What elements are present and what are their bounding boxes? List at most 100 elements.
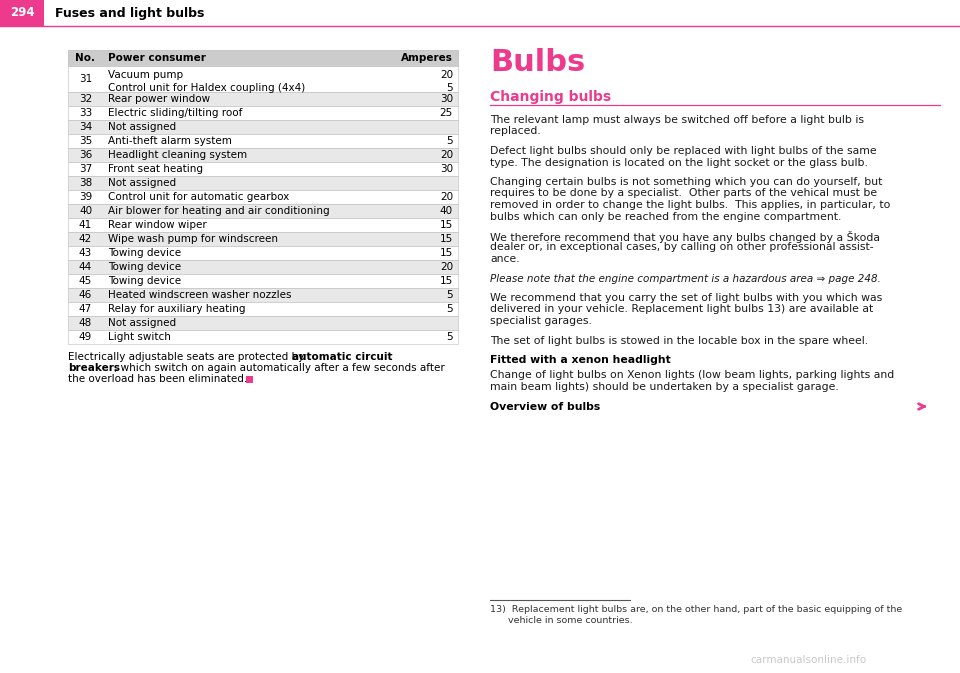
Text: 48: 48 [79,318,92,328]
Bar [68,204,458,218]
Bar [68,260,458,274]
Text: 5: 5 [446,304,453,314]
Bar [68,330,458,344]
Text: Light switch: Light switch [108,332,171,342]
Text: Rear power window: Rear power window [108,94,210,104]
Text: 34: 34 [79,122,92,132]
Text: Wipe wash pump for windscreen: Wipe wash pump for windscreen [108,234,278,244]
Bar [68,246,458,260]
Text: Overview of bulbs: Overview of bulbs [490,402,600,411]
Text: 45: 45 [79,276,92,286]
Text: 46: 46 [79,290,92,300]
Text: Electrically adjustable seats are protected by: Electrically adjustable seats are protec… [68,352,307,362]
Text: 13)  Replacement light bulbs are, on the other hand, part of the basic equipping: 13) Replacement light bulbs are, on the … [490,605,902,614]
Text: 30: 30 [440,94,453,104]
Text: carmanualsonline.info: carmanualsonline.info [750,655,866,665]
Text: 5: 5 [446,332,453,342]
Text: Changing bulbs: Changing bulbs [490,90,612,104]
Bar [68,232,458,246]
Text: breakers: breakers [68,363,120,373]
Text: Front seat heating: Front seat heating [108,164,203,174]
Text: 5: 5 [446,136,453,146]
Bar [68,92,458,106]
Text: 49: 49 [79,332,92,342]
Text: 294: 294 [10,7,35,20]
Bar [68,218,458,232]
Bar [68,162,458,176]
Text: Electric sliding/tilting roof: Electric sliding/tilting roof [108,108,242,118]
Text: Heated windscreen washer nozzles: Heated windscreen washer nozzles [108,290,292,300]
Bar [68,148,458,162]
Text: Towing device: Towing device [108,248,181,258]
Text: Power consumer: Power consumer [108,53,205,63]
Text: Relay for auxiliary heating: Relay for auxiliary heating [108,304,246,314]
Text: Towing device: Towing device [108,276,181,286]
Text: 47: 47 [79,304,92,314]
Text: 20: 20 [440,150,453,160]
Text: automatic circuit: automatic circuit [292,352,393,362]
Bar [68,190,458,204]
Bar [68,274,458,288]
Text: Control unit for automatic gearbox: Control unit for automatic gearbox [108,192,289,202]
Text: the overload has been eliminated.: the overload has been eliminated. [68,374,251,384]
Text: Vacuum pump: Vacuum pump [108,70,183,80]
Text: 20: 20 [440,192,453,202]
Text: We recommend that you carry the set of light bulbs with you which was: We recommend that you carry the set of l… [490,293,882,303]
Bar [68,120,458,134]
Text: We therefore recommend that you have any bulbs changed by a Škoda: We therefore recommend that you have any… [490,231,880,243]
Text: The set of light bulbs is stowed in the locable box in the spare wheel.: The set of light bulbs is stowed in the … [490,336,868,345]
Text: 30: 30 [440,164,453,174]
Bar [68,66,458,92]
Bar [68,50,458,66]
Text: 32: 32 [79,94,92,104]
Text: ance.: ance. [490,254,519,264]
Text: 37: 37 [79,164,92,174]
Text: requires to be done by a specialist.  Other parts of the vehical must be: requires to be done by a specialist. Oth… [490,188,877,199]
Text: Please note that the engine compartment is a hazardous area ⇒ page 248.: Please note that the engine compartment … [490,273,881,283]
Text: 31: 31 [79,74,92,84]
Text: bulbs which can only be reached from the engine compartment.: bulbs which can only be reached from the… [490,211,841,221]
Bar [68,106,458,120]
Text: 41: 41 [79,220,92,230]
Bar [68,288,458,302]
Text: Fuses and light bulbs: Fuses and light bulbs [55,7,204,20]
Text: Change of light bulbs on Xenon lights (low beam lights, parking lights and: Change of light bulbs on Xenon lights (l… [490,371,895,380]
Bar [68,302,458,316]
Text: Defect light bulbs should only be replaced with light bulbs of the same: Defect light bulbs should only be replac… [490,146,876,156]
Text: 5: 5 [446,290,453,300]
Text: 20: 20 [440,262,453,272]
Text: 5: 5 [446,83,453,93]
Text: Air blower for heating and air conditioning: Air blower for heating and air condition… [108,206,329,216]
Text: Not assigned: Not assigned [108,178,176,188]
Text: Anti-theft alarm system: Anti-theft alarm system [108,136,232,146]
Text: 40: 40 [79,206,92,216]
Text: 43: 43 [79,248,92,258]
Text: type. The designation is located on the light socket or the glass bulb.: type. The designation is located on the … [490,157,868,168]
Text: Control unit for Haldex coupling (4x4): Control unit for Haldex coupling (4x4) [108,83,305,93]
Text: 15: 15 [440,234,453,244]
Bar [68,316,458,330]
Bar [246,376,253,383]
Text: 35: 35 [79,136,92,146]
Text: specialist garages.: specialist garages. [490,316,592,326]
Text: Bulbs: Bulbs [490,48,586,77]
Text: 38: 38 [79,178,92,188]
Bar [0,0,44,26]
Text: Headlight cleaning system: Headlight cleaning system [108,150,247,160]
Text: 39: 39 [79,192,92,202]
Text: The relevant lamp must always be switched off before a light bulb is: The relevant lamp must always be switche… [490,115,864,125]
Text: 40: 40 [440,206,453,216]
Text: Not assigned: Not assigned [108,318,176,328]
Text: Amperes: Amperes [401,53,453,63]
Text: , which switch on again automatically after a few seconds after: , which switch on again automatically af… [114,363,444,373]
Text: 33: 33 [79,108,92,118]
Text: 25: 25 [440,108,453,118]
Text: Not assigned: Not assigned [108,122,176,132]
Text: No.: No. [76,53,95,63]
Bar [68,176,458,190]
Text: removed in order to change the light bulbs.  This applies, in particular, to: removed in order to change the light bul… [490,200,890,210]
Text: replaced.: replaced. [490,127,540,137]
Text: Changing certain bulbs is not something which you can do yourself, but: Changing certain bulbs is not something … [490,177,882,187]
Text: 15: 15 [440,248,453,258]
Text: 44: 44 [79,262,92,272]
